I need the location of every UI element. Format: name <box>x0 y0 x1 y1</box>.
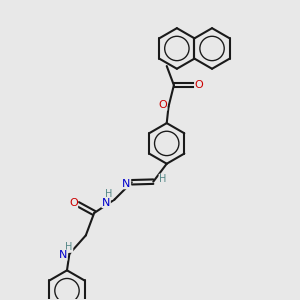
Text: O: O <box>195 80 203 90</box>
Text: O: O <box>69 198 78 208</box>
Text: N: N <box>58 250 67 260</box>
Text: H: H <box>159 174 167 184</box>
Text: N: N <box>122 179 130 189</box>
Text: N: N <box>102 198 110 208</box>
Text: O: O <box>158 100 167 110</box>
Text: H: H <box>105 189 113 199</box>
Text: H: H <box>65 242 73 252</box>
